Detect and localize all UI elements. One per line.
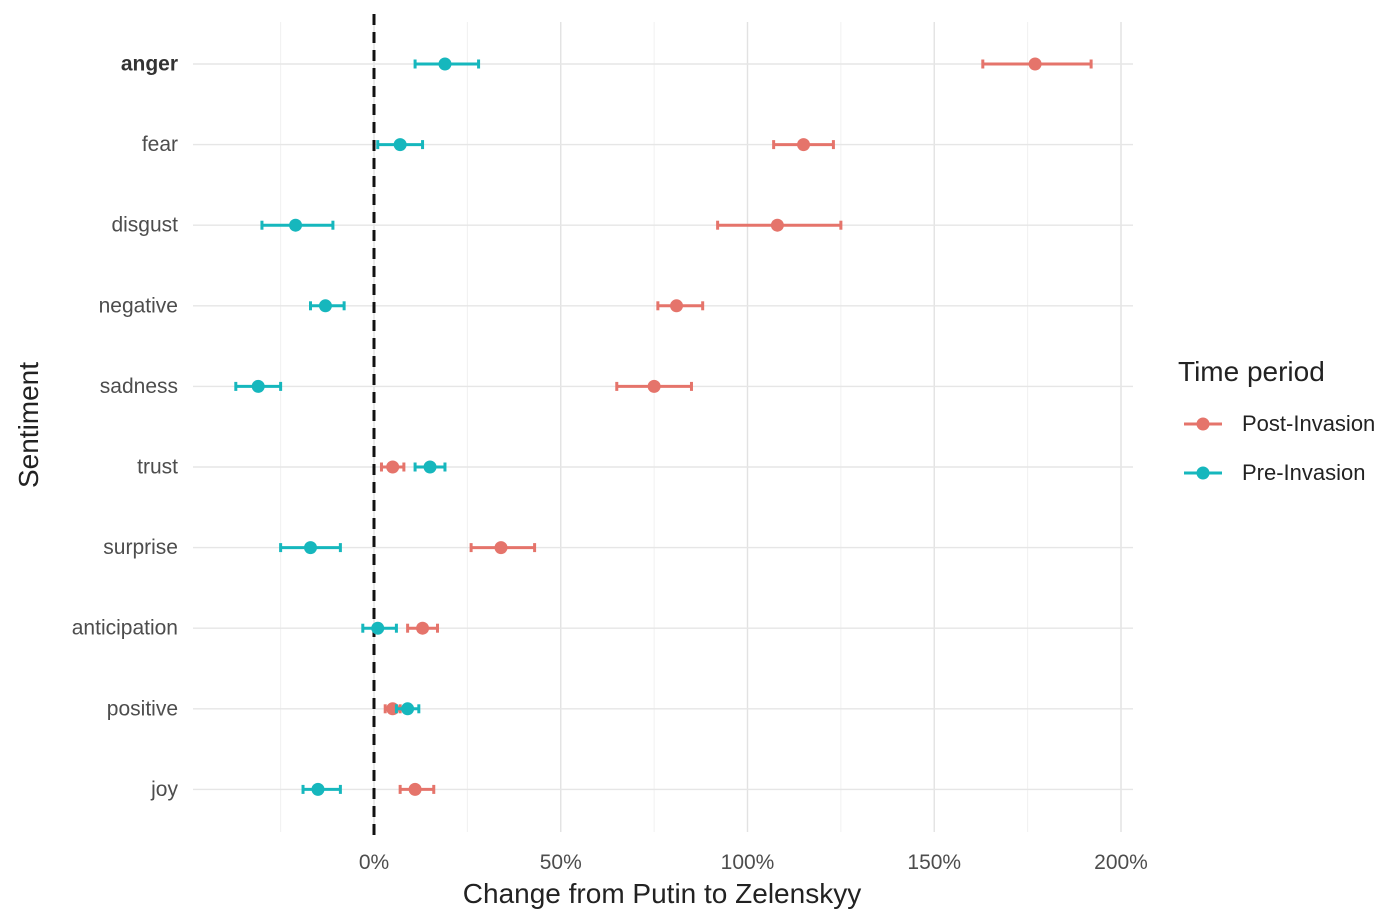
- point: [494, 541, 508, 555]
- post-invasion-negative: [656, 299, 705, 313]
- legend-label: Post-Invasion: [1242, 411, 1375, 436]
- post-invasion-anger: [981, 57, 1093, 71]
- point: [647, 379, 661, 393]
- point: [393, 138, 407, 152]
- y-axis-title: Sentiment: [13, 362, 44, 488]
- y-tick-trust: trust: [137, 456, 178, 479]
- point: [408, 782, 422, 796]
- point: [289, 218, 303, 232]
- post-invasion-sadness: [615, 379, 693, 393]
- y-tick-positive: positive: [107, 697, 178, 720]
- point: [770, 218, 784, 232]
- pre-invasion-negative: [309, 299, 346, 313]
- point: [401, 702, 415, 716]
- point: [670, 299, 684, 313]
- y-tick-sadness: sadness: [100, 375, 178, 398]
- pre-invasion-positive: [394, 702, 421, 716]
- pre-invasion-trust: [413, 460, 447, 474]
- point: [1028, 57, 1042, 71]
- post-invasion-trust: [379, 460, 406, 474]
- pre-invasion-fear: [376, 138, 425, 152]
- point: [423, 460, 437, 474]
- post-invasion-surprise: [469, 541, 537, 555]
- point: [304, 541, 318, 555]
- point: [797, 138, 811, 152]
- point: [371, 621, 385, 635]
- x-tick-label: 0%: [359, 851, 389, 874]
- y-tick-anticipation: anticipation: [72, 617, 178, 640]
- legend: Time period Post-Invasion Pre-Invasion: [1178, 356, 1375, 485]
- pre-invasion-anger: [413, 57, 481, 71]
- point: [438, 57, 452, 71]
- pre-invasion-joy: [301, 782, 342, 796]
- x-axis-title: Change from Putin to Zelenskyy: [463, 878, 861, 909]
- pre-invasion-anticipation: [361, 621, 398, 635]
- x-tick-label: 50%: [540, 851, 582, 874]
- y-tick-fear: fear: [142, 133, 178, 156]
- point: [416, 621, 430, 635]
- x-tick-label: 150%: [907, 851, 961, 874]
- legend-item-post-invasion: Post-Invasion: [1184, 411, 1375, 436]
- data-marks: [234, 57, 1093, 796]
- post-invasion-anticipation: [406, 621, 439, 635]
- y-tick-anger: anger: [121, 53, 178, 76]
- point: [386, 460, 400, 474]
- pre-invasion-sadness: [234, 379, 283, 393]
- point: [318, 299, 332, 313]
- post-invasion-joy: [398, 782, 436, 796]
- gridlines: [193, 22, 1133, 832]
- x-tick-label: 100%: [721, 851, 775, 874]
- point: [251, 379, 265, 393]
- legend-key-point: [1196, 466, 1210, 480]
- legend-label: Pre-Invasion: [1242, 460, 1366, 485]
- x-tick-labels: 0% 50% 100% 150% 200%: [359, 851, 1148, 874]
- pre-invasion-surprise: [279, 541, 342, 555]
- y-tick-labels: anger fear disgust negative sadness trust surp…: [72, 53, 179, 801]
- legend-item-pre-invasion: Pre-Invasion: [1184, 460, 1366, 485]
- y-tick-surprise: surprise: [103, 536, 178, 559]
- post-invasion-disgust: [716, 218, 843, 232]
- legend-title: Time period: [1178, 356, 1325, 387]
- legend-key-point: [1196, 417, 1210, 431]
- y-tick-joy: joy: [150, 778, 178, 801]
- post-invasion-fear: [772, 138, 835, 152]
- point: [311, 782, 325, 796]
- y-tick-negative: negative: [99, 294, 178, 317]
- pre-invasion-disgust: [260, 218, 335, 232]
- y-tick-disgust: disgust: [111, 214, 178, 237]
- x-tick-label: 200%: [1094, 851, 1148, 874]
- legend-items: Post-Invasion Pre-Invasion: [1184, 411, 1375, 485]
